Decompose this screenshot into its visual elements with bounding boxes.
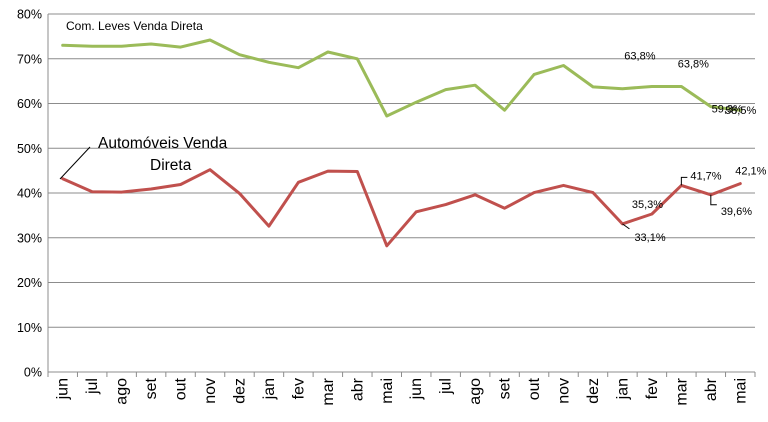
x-tick-label: out [526, 377, 543, 400]
x-tick-label: out [173, 377, 190, 400]
x-tick-label: jun [55, 378, 72, 400]
series-line-automoveis [61, 168, 742, 248]
x-tick-label: jan [261, 378, 278, 400]
x-tick-label: ago [467, 378, 484, 405]
y-tick-label: 80% [17, 8, 42, 22]
x-tick-label: set [497, 377, 514, 399]
label-leader-lines [622, 176, 717, 230]
y-tick-label: 10% [17, 321, 42, 335]
data-label: 63,8% [624, 50, 655, 62]
gridlines [48, 13, 755, 328]
data-label-leader [622, 223, 630, 230]
y-tick-label: 50% [17, 142, 42, 156]
data-label: 58,5% [725, 105, 756, 117]
data-label: 35,3% [632, 199, 663, 211]
x-tick-label: dez [585, 378, 602, 404]
y-tick-label: 40% [17, 187, 42, 201]
data-label: 33,1% [634, 232, 665, 244]
series-name-com-leves: Com. Leves Venda Direta [66, 19, 203, 33]
y-tick-label: 0% [24, 366, 42, 380]
x-tick-label: jul [438, 378, 455, 395]
x-tick-label: jan [614, 378, 631, 400]
data-label: 42,1% [735, 166, 766, 178]
x-tick-label: mar [673, 377, 690, 405]
x-tick-label: mar [320, 377, 337, 405]
y-tick-label: 20% [17, 276, 42, 290]
series-name-automoveis: Automóveis Venda Direta [59, 135, 228, 180]
x-tick-label: nov [202, 378, 219, 404]
x-tick-label: jun [408, 378, 425, 400]
x-tick-label: nov [556, 378, 573, 404]
x-tick-label: fev [290, 378, 307, 399]
series-name-leader-line [59, 146, 91, 180]
x-tick-label: ago [114, 378, 131, 405]
data-label: 41,7% [690, 170, 721, 182]
x-tick-label: fev [644, 378, 661, 399]
y-tick-label: 70% [17, 52, 42, 66]
series-name-automoveis-line2: Direta [150, 157, 192, 174]
x-tick-label: dez [231, 378, 248, 404]
series-name-automoveis-line1: Automóveis Venda [98, 135, 228, 152]
x-tick-label: mai [732, 378, 749, 404]
y-tick-label: 30% [17, 231, 42, 245]
data-label-leader [710, 194, 717, 206]
y-axis-ticks: 0% 10% 20% 30% 40% 50% 60% 70% 80% [17, 8, 42, 380]
data-label: 59,3% [712, 104, 743, 116]
data-label-leader [680, 176, 688, 186]
series-lines [61, 38, 742, 248]
x-axis: jun jul ago set out nov dez jan fev mar abr mai jun j… [47, 14, 756, 406]
x-tick-label: abr [349, 377, 366, 401]
series-line-com-leves [61, 38, 742, 118]
y-tick-label: 60% [17, 97, 42, 111]
data-label: 39,6% [721, 206, 752, 218]
x-tick-label: jul [84, 378, 101, 395]
data-labels: 63,8% 63,8% 59,3%58,5% 33,1% 35,3% 41,7% 39,6%… [624, 50, 766, 243]
x-tick-label: set [143, 377, 160, 399]
x-tick-label: abr [703, 377, 720, 401]
x-tick-label: mai [379, 378, 396, 404]
data-label: 63,8% [678, 58, 709, 70]
